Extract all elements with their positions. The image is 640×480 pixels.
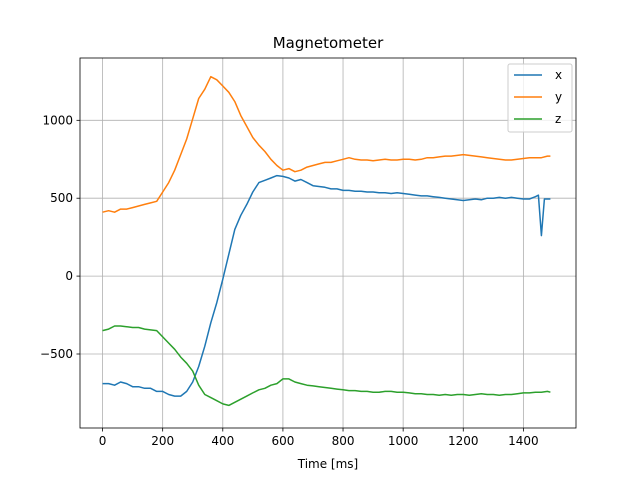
series-line-y <box>102 75 551 213</box>
series-lines <box>102 75 551 407</box>
legend-label-z: z <box>555 112 561 126</box>
x-tick-label: 0 <box>99 434 107 448</box>
x-axis-label: Time [ms] <box>297 457 359 471</box>
x-tick-label: 600 <box>271 434 294 448</box>
x-tick-label: 1000 <box>388 434 419 448</box>
legend: xyz <box>507 63 573 133</box>
y-tick-label: 500 <box>50 191 73 205</box>
legend-label-y: y <box>555 90 562 104</box>
legend-label-x: x <box>555 68 562 82</box>
legend-entries: xyz <box>514 68 562 126</box>
axis-ticks: 0 200 400 600 800 1000 1200 1400 −500 0 500 1000 <box>40 113 539 448</box>
plot-frame <box>79 57 577 429</box>
x-tick-label: 200 <box>151 434 174 448</box>
chart-title: Magnetometer <box>273 34 384 52</box>
x-tick-label: 800 <box>332 434 355 448</box>
y-tick-label: −500 <box>40 347 73 361</box>
y-tick-label: 1000 <box>42 113 73 127</box>
series-line-x <box>102 174 551 397</box>
y-tick-label: 0 <box>65 269 73 283</box>
series-line-z <box>102 325 551 407</box>
x-tick-label: 400 <box>211 434 234 448</box>
x-tick-label: 1400 <box>508 434 539 448</box>
x-tick-label: 1200 <box>448 434 479 448</box>
legend-box <box>507 63 573 133</box>
